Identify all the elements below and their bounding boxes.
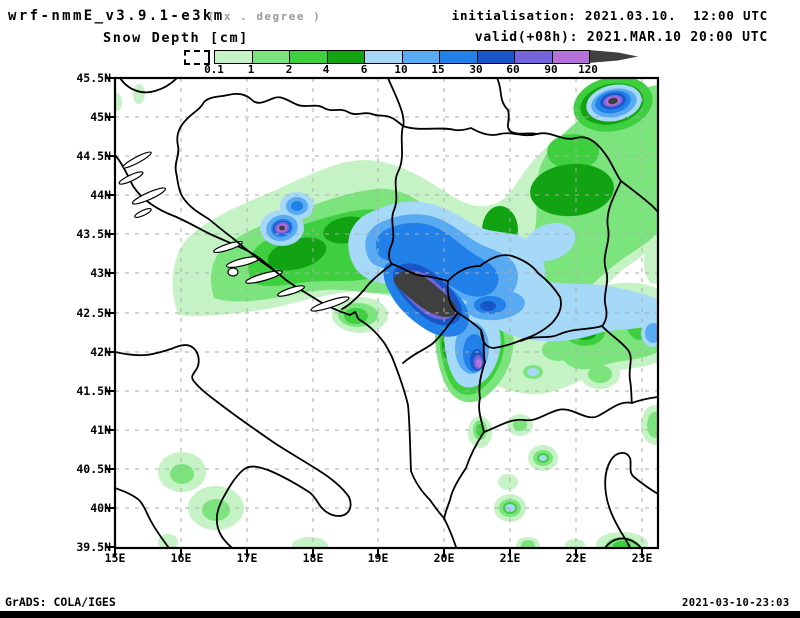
lon-tick-label: 17E (236, 551, 258, 565)
lat-tick-label: 43.5N (76, 227, 111, 241)
colorbar-tick-label: 2 (285, 63, 293, 76)
valid-time-label: valid(+08h): 2021.MAR.10 20:00 UTC (474, 30, 768, 45)
model-title-text: wrf-nmmE_v3.9.1-e3km (8, 8, 225, 24)
colorbar-tick-label: 6 (360, 63, 368, 76)
model-title: wrf-nmmE_v3.9.1-e3km( x . degree ) (8, 8, 321, 24)
snow-shading (115, 78, 658, 548)
colorbar-cell (477, 51, 515, 63)
init-time-label: initialisation: 2021.03.10. 12:00 UTC (451, 8, 768, 23)
lon-tick-label: 15E (104, 551, 126, 565)
islands (118, 151, 350, 312)
colorbar-cell (252, 51, 290, 63)
lat-tick-label: 40.5N (76, 462, 111, 476)
colorbar-cell (440, 51, 478, 63)
country-borders (119, 78, 658, 520)
colorbar-cell (515, 51, 553, 63)
lat-tick-label: 40N (90, 501, 111, 515)
lat-tick-label: 39.5N (76, 540, 111, 554)
lon-tick-label: 22E (565, 551, 587, 565)
lon-tick-label: 16E (170, 551, 192, 565)
grads-credit: GrADS: COLA/IGES (5, 595, 116, 609)
colorbar-cell (327, 51, 365, 63)
lat-tick-label: 41.5N (76, 384, 111, 398)
lon-tick-label: 20E (433, 551, 455, 565)
colorbar-underflow-box (184, 50, 210, 65)
colorbar-tick-label: 90 (544, 63, 558, 76)
lon-tick-label: 21E (499, 551, 521, 565)
colorbar (214, 50, 590, 64)
colorbar-tick-label: 10 (394, 63, 408, 76)
model-grid-note: ( x . degree ) (207, 10, 322, 23)
render-timestamp: 2021-03-10-23:03 (682, 597, 790, 609)
colorbar-cell (365, 51, 403, 63)
lon-tick-label: 18E (302, 551, 324, 565)
colorbar-overflow-arrow (588, 50, 638, 63)
axis-ticks (106, 77, 643, 557)
colorbar-tick-label: 30 (469, 63, 483, 76)
colorbar-tick-label: 120 (578, 63, 598, 76)
lat-tick-label: 45.5N (76, 71, 111, 85)
colorbar-tick-label: 4 (322, 63, 330, 76)
colorbar-tick-label: 0.1 (204, 63, 224, 76)
lat-tick-label: 44N (90, 188, 111, 202)
lat-tick-label: 43N (90, 266, 111, 280)
colorbar-tick-label: 60 (506, 63, 520, 76)
field-title: Snow Depth [cm] (103, 30, 249, 46)
lat-tick-label: 41N (90, 423, 111, 437)
colorbar-cell (552, 51, 589, 63)
colorbar-cell (215, 51, 253, 63)
colorbar-tick-label: 15 (431, 63, 445, 76)
colorbar-cell (402, 51, 440, 63)
lon-tick-label: 23E (631, 551, 653, 565)
colorbar-tick-label: 1 (247, 63, 255, 76)
lon-tick-label: 19E (367, 551, 389, 565)
lat-tick-label: 44.5N (76, 149, 111, 163)
colorbar-cell (290, 51, 328, 63)
bottom-bar (0, 611, 800, 618)
lat-tick-label: 45N (90, 110, 111, 124)
coastlines (115, 154, 658, 548)
lat-tick-label: 42.5N (76, 306, 111, 320)
lat-tick-label: 42N (90, 345, 111, 359)
